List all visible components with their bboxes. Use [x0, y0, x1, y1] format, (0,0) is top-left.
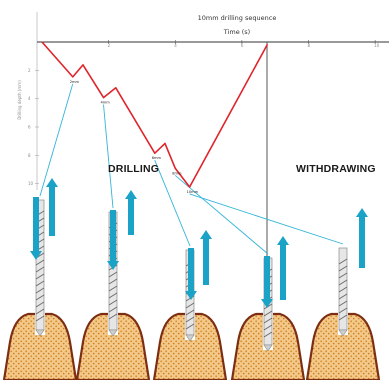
y-tick-label: 8 — [28, 153, 31, 158]
y-tick-label: 10 — [28, 181, 34, 186]
leader-line — [103, 104, 114, 209]
y-tick-label: 6 — [28, 125, 31, 130]
up-arrow — [125, 190, 137, 235]
x-tick-label: 10 — [374, 43, 380, 48]
chart-frame: 10mm drilling sequence Time (s) Drilling… — [17, 12, 389, 190]
down-arrow — [107, 210, 119, 270]
y-tick-label: 2 — [28, 68, 31, 73]
depth-point-label: 8mm — [172, 171, 182, 175]
down-arrow — [261, 256, 273, 308]
down-arrow — [30, 197, 42, 260]
up-arrow — [277, 236, 289, 300]
x-tick-label: 8 — [308, 43, 311, 48]
leader-line — [189, 193, 344, 245]
up-arrow — [356, 208, 368, 268]
leader-line — [39, 83, 74, 197]
drill-bit — [338, 247, 348, 337]
x-tick-label: 4 — [174, 43, 177, 48]
depth-point-label: 6mm — [152, 156, 162, 160]
x-tick-label: 2 — [108, 43, 111, 48]
drilling-phase-label: DRILLING — [108, 163, 159, 175]
depth-point-label: 2mm — [70, 80, 80, 84]
x-axis-label: Time (s) — [223, 28, 250, 36]
y-axis-label: Drilling depth (mm) — [17, 80, 22, 120]
leader-line — [174, 175, 269, 255]
depth-point-label: 4mm — [101, 101, 111, 105]
leader-line — [154, 160, 191, 247]
depth-point-label: 10mm — [187, 190, 199, 194]
x-tick-label: 6 — [241, 43, 244, 48]
drilling-depth-line — [41, 41, 269, 188]
withdrawing-phase-label: WITHDRAWING — [296, 163, 376, 175]
drill-bit — [35, 199, 45, 337]
down-arrow — [185, 248, 197, 300]
chart-title: 10mm drilling sequence — [198, 14, 277, 22]
up-arrow — [200, 230, 212, 285]
up-arrow — [46, 178, 58, 236]
y-tick-label: 4 — [28, 96, 31, 101]
